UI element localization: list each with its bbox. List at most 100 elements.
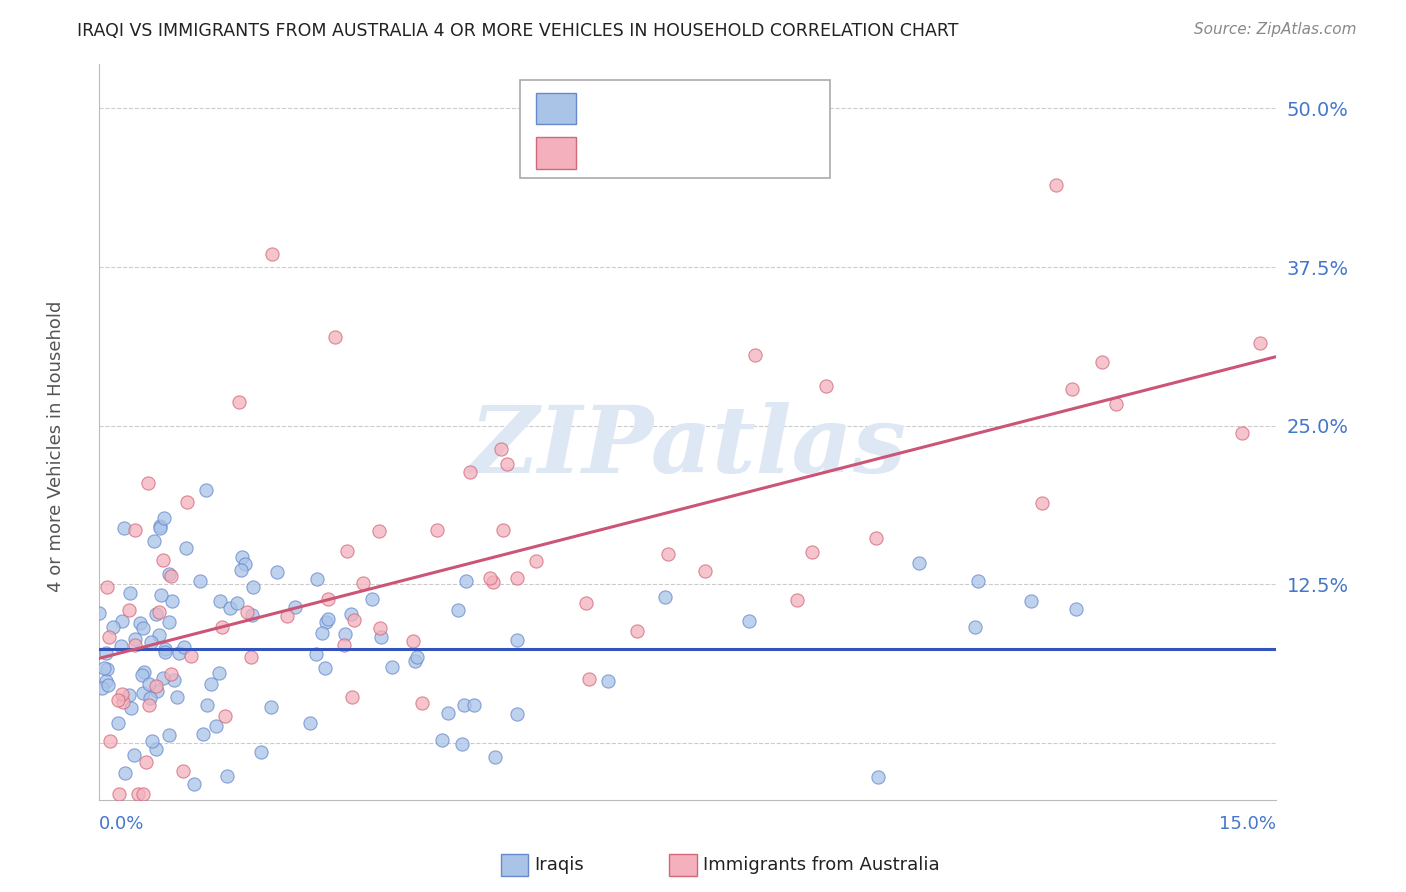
Point bbox=[146, 684, 169, 698]
Point bbox=[97, 631, 120, 645]
Point bbox=[159, 667, 181, 681]
Point bbox=[299, 715, 322, 730]
Point bbox=[340, 607, 363, 621]
Point bbox=[1249, 335, 1271, 350]
Point bbox=[141, 734, 163, 748]
Point bbox=[496, 457, 519, 471]
Point bbox=[738, 614, 761, 628]
Point bbox=[139, 690, 162, 705]
Point bbox=[965, 620, 987, 634]
Point bbox=[657, 547, 679, 561]
Point bbox=[90, 681, 112, 695]
Point bbox=[368, 621, 391, 635]
Point bbox=[240, 607, 263, 622]
Point bbox=[305, 647, 328, 661]
Point bbox=[145, 741, 167, 756]
Point bbox=[176, 494, 198, 508]
Point bbox=[93, 660, 115, 674]
Point bbox=[233, 557, 256, 571]
Point bbox=[1064, 601, 1087, 615]
FancyBboxPatch shape bbox=[536, 137, 576, 169]
Point bbox=[260, 247, 283, 261]
Point bbox=[129, 615, 152, 630]
Point bbox=[454, 574, 477, 589]
Text: R = 0.000   N = 102: R = 0.000 N = 102 bbox=[588, 99, 769, 117]
Point bbox=[138, 677, 160, 691]
Point bbox=[361, 592, 384, 607]
Point bbox=[336, 544, 359, 558]
Point bbox=[152, 671, 174, 685]
Point bbox=[352, 576, 374, 591]
Point bbox=[815, 378, 838, 392]
Point bbox=[276, 609, 298, 624]
Point bbox=[208, 666, 231, 681]
Point bbox=[284, 600, 307, 615]
Point bbox=[219, 601, 242, 615]
Point bbox=[411, 696, 433, 710]
Text: ZIPatlas: ZIPatlas bbox=[470, 402, 905, 491]
Point bbox=[195, 483, 218, 497]
Point bbox=[463, 698, 485, 712]
Text: Source: ZipAtlas.com: Source: ZipAtlas.com bbox=[1194, 22, 1357, 37]
Point bbox=[172, 764, 194, 778]
Point bbox=[157, 567, 180, 582]
Point bbox=[506, 632, 529, 647]
Point bbox=[160, 593, 183, 607]
Point bbox=[231, 550, 253, 565]
Point bbox=[209, 594, 232, 608]
Point bbox=[118, 586, 141, 600]
Point bbox=[226, 596, 249, 610]
Text: 0.0%: 0.0% bbox=[100, 815, 145, 833]
Point bbox=[229, 563, 252, 577]
Point bbox=[239, 649, 262, 664]
Point bbox=[132, 686, 155, 700]
Point bbox=[314, 661, 336, 675]
Point bbox=[381, 660, 404, 674]
Point bbox=[259, 700, 281, 714]
Point bbox=[180, 649, 202, 664]
Point bbox=[404, 655, 426, 669]
Point bbox=[333, 627, 356, 641]
Point bbox=[693, 564, 716, 578]
Point bbox=[211, 620, 233, 634]
FancyBboxPatch shape bbox=[536, 93, 576, 124]
Point bbox=[506, 706, 529, 721]
Point bbox=[96, 580, 118, 594]
Point bbox=[166, 690, 188, 704]
Point bbox=[250, 746, 273, 760]
FancyBboxPatch shape bbox=[501, 855, 529, 876]
Point bbox=[214, 709, 236, 723]
Point bbox=[110, 640, 132, 654]
Point bbox=[150, 588, 173, 602]
Point bbox=[451, 737, 474, 751]
Point bbox=[122, 748, 145, 763]
Text: 4 or more Vehicles in Household: 4 or more Vehicles in Household bbox=[48, 301, 65, 591]
Point bbox=[193, 727, 215, 741]
Point bbox=[148, 606, 170, 620]
Point bbox=[139, 634, 162, 648]
Point bbox=[744, 348, 766, 362]
Point bbox=[157, 728, 180, 742]
Point bbox=[145, 607, 167, 621]
Point bbox=[145, 679, 167, 693]
Point bbox=[524, 554, 547, 568]
Point bbox=[426, 523, 449, 537]
Point bbox=[402, 633, 425, 648]
Point bbox=[114, 766, 136, 780]
Point bbox=[152, 511, 174, 525]
Point bbox=[598, 674, 620, 689]
Point bbox=[307, 573, 329, 587]
Point bbox=[148, 628, 170, 642]
Point bbox=[111, 687, 134, 701]
Point bbox=[138, 698, 160, 713]
Point bbox=[430, 733, 453, 747]
Point bbox=[134, 665, 156, 679]
Point bbox=[107, 787, 129, 801]
Point bbox=[323, 330, 346, 344]
Point bbox=[866, 770, 889, 784]
Text: Iraqis: Iraqis bbox=[534, 856, 583, 874]
Point bbox=[112, 521, 135, 535]
Point bbox=[153, 645, 176, 659]
Point bbox=[242, 580, 264, 594]
Point bbox=[124, 632, 146, 646]
